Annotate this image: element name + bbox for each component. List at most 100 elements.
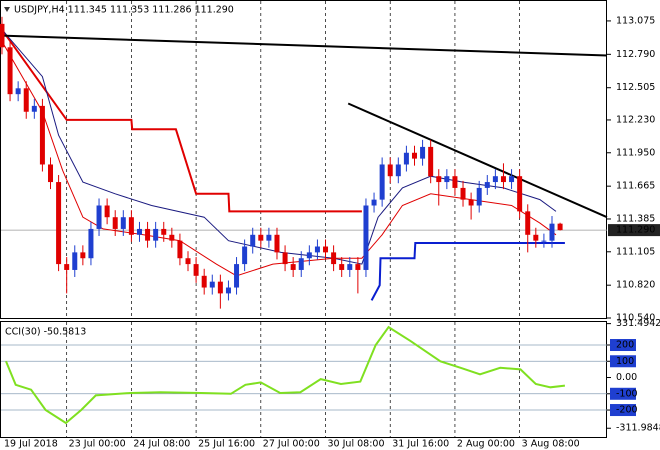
candle-body <box>250 234 256 247</box>
chart-title: USDJPY,H4 111.345 111.353 111.286 111.29… <box>14 5 234 16</box>
x-tick-label: 31 Jul 16:00 <box>392 439 449 450</box>
candle-body <box>23 88 29 112</box>
candle-body <box>428 146 434 177</box>
candle-body <box>185 258 191 265</box>
candle-body <box>444 176 450 183</box>
candle-body <box>282 252 288 265</box>
candle-body <box>436 176 442 183</box>
candle-body <box>136 228 142 235</box>
candle-body <box>15 88 21 95</box>
candle-body <box>225 287 231 294</box>
candle-body <box>355 264 361 270</box>
candle-body <box>7 47 13 95</box>
candle-body <box>266 234 272 241</box>
candle-body <box>242 246 248 265</box>
candle-body <box>0 23 5 48</box>
candle-body <box>120 217 126 229</box>
candle-body <box>193 264 199 276</box>
candle-body <box>387 164 393 177</box>
candle-body <box>145 228 151 241</box>
price-panel <box>0 0 607 319</box>
candle-body <box>525 211 531 235</box>
candle-body <box>484 182 490 188</box>
candle-body <box>476 187 482 206</box>
x-tick-label: 24 Jul 08:00 <box>133 439 190 450</box>
cci-title: CCI(30) -50.5813 <box>5 327 86 338</box>
candle-body <box>112 217 118 229</box>
x-tick-label: 30 Jul 08:00 <box>328 439 385 450</box>
y-tick-label: 111.105 <box>616 246 655 257</box>
x-tick-label: 19 Jul 2018 <box>4 439 58 450</box>
candle-body <box>104 205 110 218</box>
candle-body <box>48 164 54 183</box>
overlay-line <box>370 242 565 301</box>
y-tick-label: 100 <box>616 356 634 367</box>
candle-body <box>403 152 409 165</box>
candle-body <box>80 252 86 259</box>
y-tick-label: 331.4942 <box>616 318 660 329</box>
y-tick-label: 111.385 <box>616 213 655 224</box>
candle-body <box>557 223 563 231</box>
candle-body <box>258 234 264 241</box>
last-price-box <box>608 224 660 237</box>
y-tick-label: 112.230 <box>616 114 655 125</box>
candle-body <box>201 275 207 288</box>
candle-body <box>39 105 45 165</box>
y-tick-label: 110.540 <box>616 313 655 324</box>
candle-body <box>460 187 466 200</box>
candle-body <box>541 240 547 242</box>
candle-body <box>72 252 78 270</box>
y-tick-label: 111.665 <box>616 181 655 192</box>
y-tick-label: 110.820 <box>616 280 655 291</box>
candle-body <box>492 176 498 183</box>
candle-body <box>306 252 312 259</box>
candle-body <box>314 246 320 253</box>
candle-body <box>468 199 474 206</box>
y-tick-label: 113.075 <box>616 15 655 26</box>
candle-body <box>517 176 523 212</box>
overlay-line <box>1 34 608 57</box>
candle-body <box>331 252 337 265</box>
candle-body <box>217 281 223 294</box>
candle-body <box>339 264 345 270</box>
candle-body <box>128 217 134 235</box>
x-tick-label: 2 Aug 00:00 <box>457 439 515 450</box>
y-tick-label: 111.950 <box>616 147 655 158</box>
level-box <box>610 387 636 400</box>
x-tick-label: 25 Jul 16:00 <box>198 439 255 450</box>
candle-body <box>347 264 353 270</box>
y-tick-label: -200 <box>616 405 638 416</box>
y-tick-label: 112.505 <box>616 82 655 93</box>
candle-body <box>177 240 183 259</box>
candle-body <box>169 234 175 241</box>
x-tick-label: 3 Aug 08:00 <box>522 439 580 450</box>
candle-body <box>56 182 62 265</box>
candle-body <box>363 205 369 270</box>
level-box <box>610 355 636 368</box>
x-tick-label: 23 Jul 00:00 <box>69 439 126 450</box>
y-tick-label: -311.9848 <box>616 423 660 434</box>
cci-line <box>5 325 566 425</box>
candle-body <box>88 228 94 259</box>
menu-icon <box>4 7 10 12</box>
candle-body <box>452 176 458 188</box>
candle-body <box>234 264 240 288</box>
candle-body <box>274 234 280 253</box>
candle-body <box>31 105 37 112</box>
candle-body <box>161 228 167 235</box>
candle-body <box>96 205 102 229</box>
candle-body <box>411 152 417 159</box>
candle-body <box>509 176 515 183</box>
candle-body <box>209 281 215 288</box>
y-tick-label: 200 <box>616 340 634 351</box>
level-box <box>610 404 636 417</box>
last-price-label: 111.290 <box>616 225 655 236</box>
candle-body <box>64 264 70 270</box>
candle-body <box>533 234 539 241</box>
x-tick-label: 27 Jul 00:00 <box>263 439 320 450</box>
candle-body <box>379 164 385 200</box>
candle-body <box>395 164 401 177</box>
candle-body <box>290 264 296 270</box>
